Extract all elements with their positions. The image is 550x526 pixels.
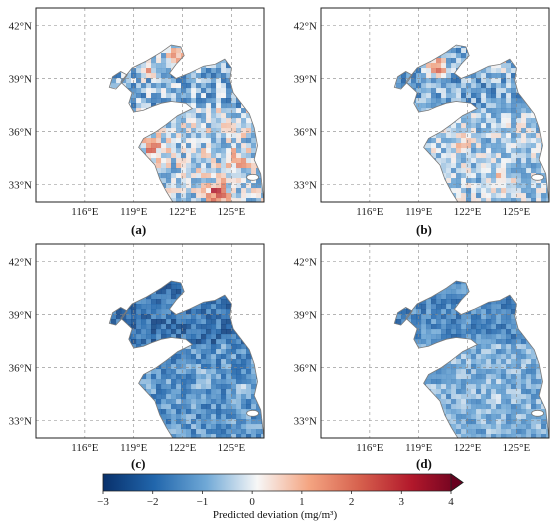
- lat-tick-label: 33°N: [294, 415, 317, 427]
- colorbar-tick-label: 2: [349, 496, 355, 508]
- lon-tick-label: 119°E: [405, 442, 432, 454]
- lon-tick-label: 116°E: [71, 442, 98, 454]
- lon-tick-label: 116°E: [356, 206, 383, 218]
- lat-tick-label: 39°N: [9, 74, 32, 86]
- colorbar-tick-label: −1: [197, 496, 209, 508]
- lat-tick-label: 33°N: [9, 179, 32, 191]
- deviation-field: [394, 45, 549, 202]
- map-panel-a: 42°N 39°N 36°N 33°N 116°E 119°E 122°E 125°E: [9, 7, 265, 218]
- coastline: [405, 280, 550, 439]
- lon-tick-label: 119°E: [120, 442, 147, 454]
- panel-label-a: (a): [131, 222, 147, 237]
- island: [246, 173, 260, 181]
- lat-tick-label: 36°N: [9, 126, 32, 138]
- colorbar-tick-label: 3: [399, 496, 405, 508]
- map-panel-b: 42°N 39°N 36°N 33°N 116°E 119°E 122°E 125°E: [294, 7, 550, 218]
- lat-tick-label: 36°N: [9, 362, 32, 374]
- map-frame: [35, 243, 265, 439]
- coastline: [120, 280, 265, 439]
- colorbar-bar: [102, 473, 464, 492]
- deviation-field: [109, 45, 264, 202]
- lat-tick-label: 42°N: [294, 21, 317, 33]
- lat-tick-label: 39°N: [294, 310, 317, 322]
- lat-tick-label: 42°N: [294, 257, 317, 269]
- lat-tick-label: 36°N: [294, 126, 317, 138]
- colorbar-tick-label: 0: [249, 496, 255, 508]
- lon-tick-label: 125°E: [218, 206, 246, 218]
- lon-tick-label: 116°E: [356, 442, 383, 454]
- colorbar-tick-label: −2: [147, 496, 159, 508]
- lat-tick-label: 36°N: [294, 362, 317, 374]
- lat-tick-label: 33°N: [294, 179, 317, 191]
- map-frame: [320, 243, 550, 439]
- lat-tick-label: 39°N: [294, 74, 317, 86]
- lat-tick-label: 39°N: [9, 310, 32, 322]
- lat-tick-label: 42°N: [9, 257, 32, 269]
- lon-tick-label: 125°E: [218, 442, 246, 454]
- map-frame: [35, 7, 265, 203]
- colorbar-tick-label: 1: [299, 496, 305, 508]
- island: [531, 409, 544, 417]
- lat-tick-label: 42°N: [9, 21, 32, 33]
- lon-tick-label: 125°E: [503, 206, 531, 218]
- coastline: [120, 44, 265, 203]
- lon-tick-label: 122°E: [454, 206, 482, 218]
- panel-label-d: (d): [416, 456, 432, 471]
- map-frame: [320, 7, 550, 203]
- colorbar: −3 −2 −1 0 1 2 3 4: [97, 473, 464, 508]
- deviation-field: [394, 281, 549, 438]
- coastline: [405, 44, 550, 203]
- lon-tick-label: 122°E: [454, 442, 482, 454]
- island: [531, 173, 544, 181]
- lon-tick-label: 119°E: [120, 206, 147, 218]
- lon-tick-label: 116°E: [71, 206, 98, 218]
- map-panel-d: 42°N 39°N 36°N 33°N 116°E 119°E 122°E 125°E: [294, 243, 550, 454]
- panel-label-b: (b): [416, 222, 432, 237]
- colorbar-tick-label: 4: [448, 496, 454, 508]
- lat-tick-label: 33°N: [9, 415, 32, 427]
- lon-tick-label: 122°E: [169, 442, 197, 454]
- panel-label-c: (c): [131, 456, 146, 471]
- lon-tick-label: 122°E: [169, 206, 197, 218]
- lon-tick-label: 125°E: [503, 442, 531, 454]
- lon-tick-label: 119°E: [405, 206, 432, 218]
- colorbar-tick-label: −3: [97, 496, 109, 508]
- island: [246, 409, 260, 417]
- colorbar-label: Predicted deviation (mg/m³): [212, 509, 338, 521]
- deviation-field: [109, 281, 264, 438]
- map-panel-c: 42°N 39°N 36°N 33°N 116°E 119°E 122°E 125°E: [9, 243, 265, 454]
